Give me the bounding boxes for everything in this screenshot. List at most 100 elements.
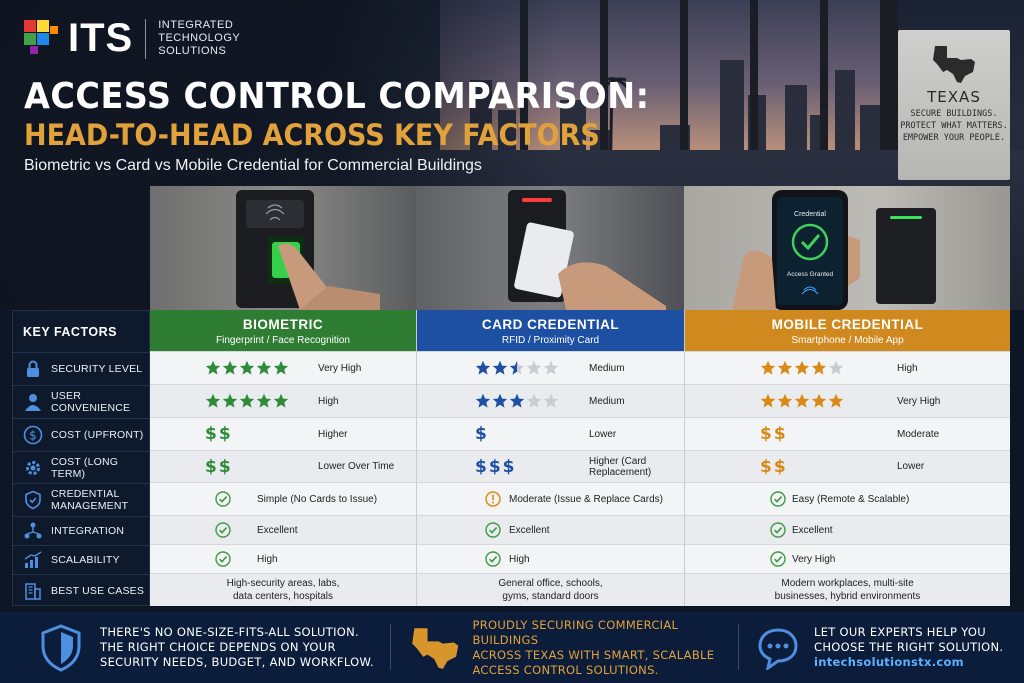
star-icon xyxy=(256,393,272,408)
website-link[interactable]: intechsolutionstx.com xyxy=(814,655,964,669)
column-card-credential: CARD CREDENTIAL RFID / Proximity Card Me… xyxy=(416,310,684,606)
status-label: Easy (Remote & Scalable) xyxy=(792,493,910,505)
star-icon xyxy=(222,360,238,375)
factor-label: COST (UPFRONT) xyxy=(51,429,144,441)
cell-cost-long: $$$ Higher (Card Replacement) xyxy=(417,450,684,482)
cost-label: Higher (Card Replacement) xyxy=(589,455,652,478)
star-icon xyxy=(273,360,289,375)
status-label: High xyxy=(257,553,278,565)
check-icon xyxy=(485,522,501,538)
star-icon xyxy=(256,360,272,375)
star-rating xyxy=(205,360,289,376)
cost-indicator: $$$ xyxy=(475,456,517,477)
cell-security: Very High xyxy=(150,351,416,384)
star-icon xyxy=(543,360,559,375)
cell-security: High xyxy=(685,351,1010,384)
footer-message-block: THERE'S NO ONE-SIZE-FITS-ALL SOLUTION. T… xyxy=(40,612,380,683)
use-case-line: data centers, hospitals xyxy=(232,591,334,602)
star-icon xyxy=(811,393,827,408)
star-icon xyxy=(811,360,827,375)
star-icon xyxy=(509,360,525,375)
logo-sub-line: INTEGRATED xyxy=(158,19,234,31)
cell-cost-upfront: $$ Moderate xyxy=(685,417,1010,450)
status-label: Very High xyxy=(792,553,836,565)
cell-cost-upfront: $ Lower xyxy=(417,417,684,450)
check-icon xyxy=(770,491,786,507)
column-biometric: BIOMETRIC Fingerprint / Face Recognition… xyxy=(150,310,416,606)
status-label: Moderate (Issue & Replace Cards) xyxy=(509,493,663,505)
cost-label: Lower xyxy=(897,461,925,472)
use-case-line: Modern workplaces, multi-site xyxy=(781,578,914,589)
footer-line: PROUDLY SECURING COMMERCIAL BUILDINGS xyxy=(472,617,679,647)
logo-text: ITS xyxy=(68,16,134,60)
star-icon xyxy=(760,360,776,375)
cost-label: Lower Over Time xyxy=(318,461,395,472)
footer-contact-block: LET OUR EXPERTS HELP YOU CHOOSE THE RIGH… xyxy=(756,612,1016,683)
star-icon xyxy=(543,393,559,408)
footer-texas-block: PROUDLY SECURING COMMERCIAL BUILDINGS AC… xyxy=(410,612,730,683)
status-label: High xyxy=(509,553,530,565)
star-rating xyxy=(475,393,559,409)
sign-line: EMPOWER YOUR PEOPLE. xyxy=(902,133,1006,143)
use-case-text: High-security areas, labs, data centers, … xyxy=(150,577,416,603)
star-icon xyxy=(205,360,221,375)
status-label: Simple (No Cards to Issue) xyxy=(257,493,378,505)
cell-convenience: Very High xyxy=(685,384,1010,417)
footer-banner: THERE'S NO ONE-SIZE-FITS-ALL SOLUTION. T… xyxy=(0,612,1024,683)
factor-label: BEST USE CASES xyxy=(51,585,145,597)
sign-line: SECURE BUILDINGS. xyxy=(910,109,998,119)
cell-use-cases: High-security areas, labs, data centers, … xyxy=(150,573,416,606)
check-icon xyxy=(215,551,231,567)
sign-title: TEXAS xyxy=(927,88,981,106)
cost-indicator: $$ xyxy=(205,456,233,477)
cell-security: Medium xyxy=(417,351,684,384)
star-icon xyxy=(239,360,255,375)
check-icon xyxy=(215,522,231,538)
star-rating xyxy=(760,360,844,376)
cell-convenience: High xyxy=(150,384,416,417)
column-title: BIOMETRIC xyxy=(242,317,324,332)
page-title: ACCESS CONTROL COMPARISON: xyxy=(24,76,650,117)
use-case-text: Modern workplaces, multi-site businesses,… xyxy=(685,577,1010,603)
status-label: Excellent xyxy=(792,524,833,536)
cell-use-cases: Modern workplaces, multi-site businesses,… xyxy=(685,573,1010,606)
factor-row-cost-long: COST (LONG TERM) xyxy=(13,451,149,483)
check-icon xyxy=(485,551,501,567)
cost-indicator: $$ xyxy=(205,424,233,444)
sign-line: PROTECT WHAT MATTERS. xyxy=(900,121,1008,131)
status-label: Excellent xyxy=(257,524,298,536)
key-factors-header: KEY FACTORS xyxy=(23,324,117,339)
star-icon xyxy=(526,360,542,375)
cell-management: Easy (Remote & Scalable) xyxy=(685,482,1010,515)
user-icon xyxy=(25,394,41,411)
column-subtitle: RFID / Proximity Card xyxy=(501,335,600,346)
star-icon xyxy=(526,393,542,408)
star-icon xyxy=(828,393,844,408)
chat-bubble-icon xyxy=(758,627,798,670)
star-icon xyxy=(777,360,793,375)
growth-chart-icon xyxy=(24,551,42,568)
star-icon xyxy=(205,393,221,408)
cell-integration: Excellent xyxy=(417,515,684,544)
check-icon xyxy=(770,522,786,538)
cell-integration: Excellent xyxy=(685,515,1010,544)
column-title: CARD CREDENTIAL xyxy=(481,317,620,332)
star-icon xyxy=(794,360,810,375)
star-icon xyxy=(475,393,491,408)
dollar-circle-icon: $ xyxy=(23,425,43,445)
cell-use-cases: General office, schools, gyms, standard d… xyxy=(417,573,684,606)
shield-icon xyxy=(41,623,81,672)
use-case-line: High-security areas, labs, xyxy=(226,578,340,589)
factor-row-integration: INTEGRATION xyxy=(13,516,149,545)
star-icon xyxy=(760,393,776,408)
cell-cost-upfront: $$ Higher xyxy=(150,417,416,450)
rating-label: High xyxy=(897,362,918,374)
star-icon xyxy=(492,360,508,375)
phone-title: Credential xyxy=(794,211,826,218)
cell-scalability: High xyxy=(417,544,684,573)
star-icon xyxy=(509,393,525,408)
column-title: MOBILE CREDENTIAL xyxy=(771,317,924,332)
star-icon xyxy=(222,393,238,408)
cell-scalability: High xyxy=(150,544,416,573)
texas-wall-sign: TEXAS SECURE BUILDINGS. PROTECT WHAT MAT… xyxy=(898,30,1010,180)
